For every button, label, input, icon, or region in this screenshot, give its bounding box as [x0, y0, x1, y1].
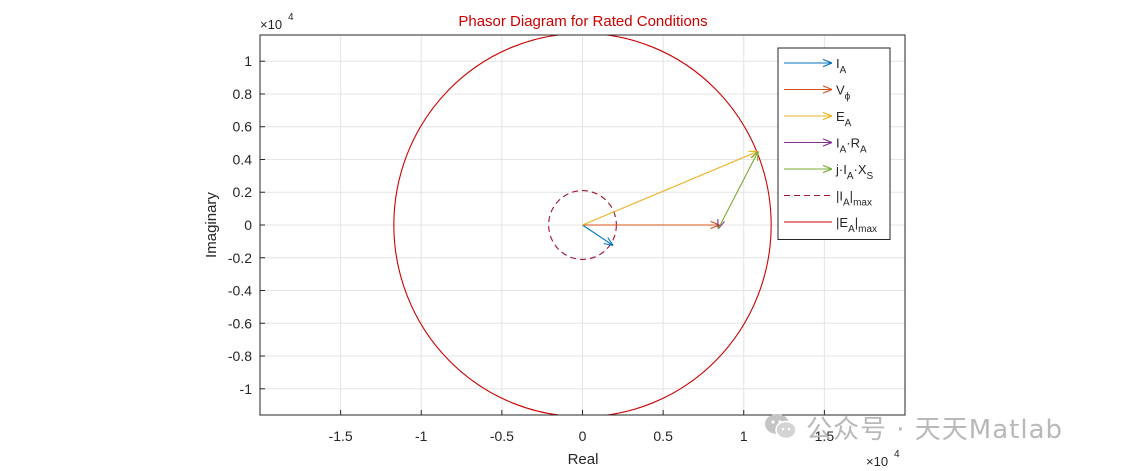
legend-entry: |EA|max [784, 215, 877, 235]
x-tick-label: -0.5 [490, 428, 514, 444]
legend-entry: |IA|max [784, 189, 872, 209]
y-tick-label: 1 [244, 53, 252, 69]
plot-area [393, 35, 772, 415]
legend-entry: EA [784, 109, 852, 129]
legend-entry: IA [784, 56, 847, 76]
y-tick-label: 0 [244, 217, 252, 233]
y-tick-label: -1 [240, 381, 253, 397]
legend-label: |IA|max [836, 189, 872, 209]
x-exponent-base: ×10 [866, 454, 888, 469]
legend-box [777, 47, 891, 240]
legend-entry: Vϕ [784, 83, 851, 103]
legend-label: Vϕ [836, 83, 851, 103]
x-tick-label: 1.5 [815, 428, 835, 444]
y-exponent: ×10 4 [260, 12, 294, 32]
wechat-logo-icon [764, 412, 798, 442]
y-exponent-base: ×10 [260, 17, 282, 32]
axis-ticks: -1.5 -1 -0.5 0 0.5 1 1.5 1 0.8 0.6 0.4 0.2 0 -0.2 -0.4… [228, 53, 834, 444]
legend-entry: j·IA·XS [784, 162, 874, 182]
watermark: 公众号 · 天天Matlab [764, 408, 1063, 446]
x-tick-label: 1 [740, 428, 748, 444]
y-tick-label: 0.8 [233, 86, 253, 102]
y-exponent-power: 4 [288, 12, 294, 23]
y-tick-label: -0.8 [228, 348, 252, 364]
x-tick-label: -1.5 [329, 428, 353, 444]
x-tick-label: -1 [415, 428, 428, 444]
x-exponent-power: 4 [894, 449, 900, 460]
legend-label: j·IA·XS [835, 162, 874, 182]
y-axis-label: Imaginary [203, 192, 220, 258]
phasor-jiaxs [717, 151, 758, 230]
legend-label: EA [836, 109, 852, 129]
x-exponent: ×10 4 [866, 449, 900, 469]
legend-entry: IA·RA [784, 136, 867, 156]
watermark-text: 公众号 · 天天Matlab [806, 414, 1064, 445]
legend-label: IA·RA [836, 136, 867, 156]
y-tick-label: 0.2 [233, 184, 253, 200]
x-axis-label: Real [568, 451, 599, 468]
legend: IA Vϕ EA IA·RA j·IA·XS |IA|max |EA|max [777, 47, 891, 240]
y-tick-label: -0.2 [228, 250, 252, 266]
y-tick-label: -0.6 [228, 315, 252, 331]
chart-title: Phasor Diagram for Rated Conditions [458, 13, 707, 30]
y-tick-label: -0.4 [228, 283, 252, 299]
y-tick-label: 0.4 [233, 151, 253, 167]
phasor-ea [582, 151, 759, 226]
legend-label: IA [836, 56, 847, 76]
legend-label: |EA|max [836, 215, 877, 235]
y-tick-label: 0.6 [233, 119, 253, 135]
phasor-ia [582, 224, 614, 245]
x-tick-label: 0.5 [653, 428, 673, 444]
axes-box [259, 34, 906, 416]
circle-ea_max [393, 35, 772, 415]
x-tick-label: 0 [579, 428, 587, 444]
